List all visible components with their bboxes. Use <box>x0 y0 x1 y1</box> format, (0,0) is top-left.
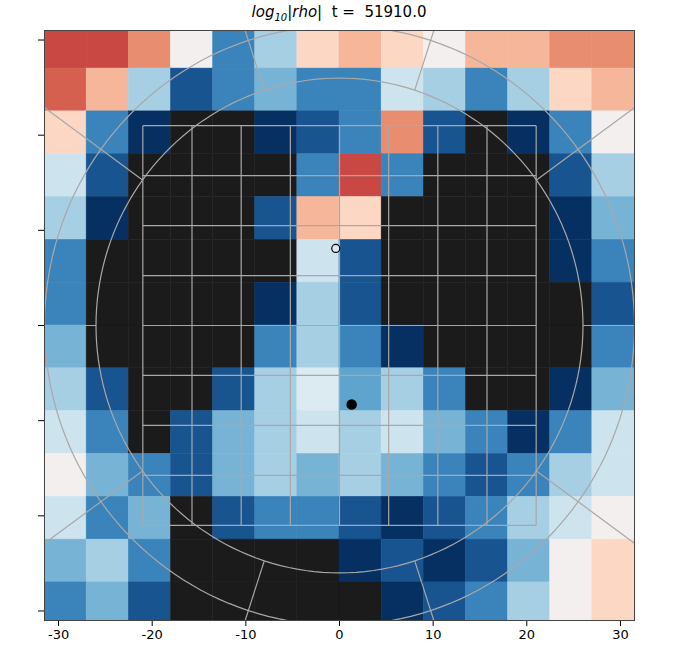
svg-text:-20: -20 <box>142 627 163 642</box>
svg-text:0: 0 <box>335 627 343 642</box>
svg-text:-10: -10 <box>235 627 256 642</box>
html-text:log10|rho| t = 51910.0: log10|rho| t = 51910.0 <box>251 3 427 23</box>
svg-text:30: 30 <box>612 627 629 642</box>
svg-text:-30: -30 <box>48 627 69 642</box>
svg-text:10: 10 <box>425 627 442 642</box>
svg-text:20: 20 <box>519 627 536 642</box>
